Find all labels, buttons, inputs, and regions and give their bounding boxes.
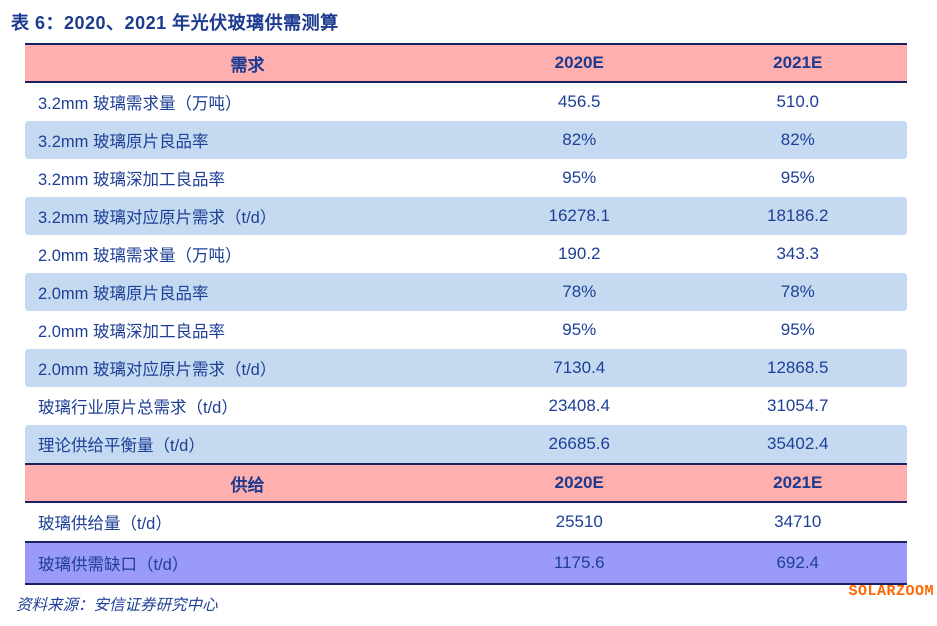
table-row: 玻璃行业原片总需求（t/d） 23408.4 31054.7 (25, 387, 907, 425)
cell-value: 82% (562, 130, 597, 149)
cell-value: 16278.1 (548, 206, 610, 225)
row-label: 玻璃供需缺口（t/d） (38, 556, 189, 574)
cell-value: 95% (780, 320, 815, 339)
cell-value: 95% (780, 168, 815, 187)
cell-value: 510.0 (776, 92, 820, 111)
cell-value: 456.5 (557, 92, 601, 111)
section-title: 需求 (230, 55, 265, 75)
solarzoom-watermark: SOLARZOOM (848, 583, 934, 600)
cell-value: 190.2 (557, 244, 601, 263)
table-row: 3.2mm 玻璃对应原片需求（t/d） 16278.1 18186.2 (25, 197, 907, 235)
column-header: 2020E (554, 473, 604, 492)
row-label: 理论供给平衡量（t/d） (38, 437, 205, 455)
cell-value: 7130.4 (553, 358, 606, 377)
cell-value: 31054.7 (767, 396, 829, 415)
table-row: 2.0mm 玻璃对应原片需求（t/d） 7130.4 12868.5 (25, 349, 907, 387)
row-label: 2.0mm 玻璃需求量（万吨） (38, 247, 242, 265)
cell-value: 34710 (774, 512, 822, 531)
row-label: 3.2mm 玻璃对应原片需求（t/d） (38, 209, 277, 227)
table-row: 玻璃供需缺口（t/d） 1175.6 692.4 (25, 541, 907, 585)
row-label: 3.2mm 玻璃原片良品率 (38, 133, 209, 151)
column-header: 2021E (773, 473, 823, 492)
cell-value: 78% (562, 282, 597, 301)
table-row: 2.0mm 玻璃深加工良品率 95% 95% (25, 311, 907, 349)
cell-value: 82% (780, 130, 815, 149)
section-header-row: 供给 2020E 2021E (25, 463, 907, 503)
cell-value: 95% (562, 168, 597, 187)
table-title: 表 6：2020、2021 年光伏玻璃供需测算 (11, 13, 339, 33)
table-row: 3.2mm 玻璃需求量（万吨） 456.5 510.0 (25, 83, 907, 121)
cell-value: 1175.6 (553, 553, 605, 572)
supply-demand-table: 需求 2020E 2021E 3.2mm 玻璃需求量（万吨） 456.5 510.0 3.2… (25, 43, 907, 585)
cell-value: 25510 (555, 512, 603, 531)
cell-value: 26685.6 (548, 434, 610, 453)
cell-value: 35402.4 (767, 434, 829, 453)
row-label: 玻璃供给量（t/d） (38, 515, 172, 533)
cell-value: 23408.4 (548, 396, 610, 415)
cell-value: 78% (780, 282, 815, 301)
column-header: 2020E (554, 53, 604, 72)
table-row: 理论供给平衡量（t/d） 26685.6 35402.4 (25, 425, 907, 463)
table-row: 2.0mm 玻璃原片良品率 78% 78% (25, 273, 907, 311)
row-label: 2.0mm 玻璃原片良品率 (38, 285, 209, 303)
cell-value: 12868.5 (767, 358, 829, 377)
table-row: 3.2mm 玻璃原片良品率 82% 82% (25, 121, 907, 159)
table-row: 3.2mm 玻璃深加工良品率 95% 95% (25, 159, 907, 197)
row-label: 玻璃行业原片总需求（t/d） (38, 399, 238, 417)
cell-value: 343.3 (776, 244, 820, 263)
row-label: 3.2mm 玻璃深加工良品率 (38, 171, 226, 189)
cell-value: 95% (562, 320, 597, 339)
cell-value: 18186.2 (767, 206, 829, 225)
section-header-row: 需求 2020E 2021E (25, 43, 907, 83)
source-note: 资料来源：安信证券研究中心 (16, 597, 218, 614)
column-header: 2021E (773, 53, 823, 72)
row-label: 2.0mm 玻璃深加工良品率 (38, 323, 226, 341)
section-title: 供给 (230, 475, 265, 495)
table-row: 玻璃供给量（t/d） 25510 34710 (25, 503, 907, 541)
row-label: 3.2mm 玻璃需求量（万吨） (38, 95, 242, 113)
row-label: 2.0mm 玻璃对应原片需求（t/d） (38, 361, 277, 379)
cell-value: 692.4 (776, 553, 820, 572)
table-row: 2.0mm 玻璃需求量（万吨） 190.2 343.3 (25, 235, 907, 273)
